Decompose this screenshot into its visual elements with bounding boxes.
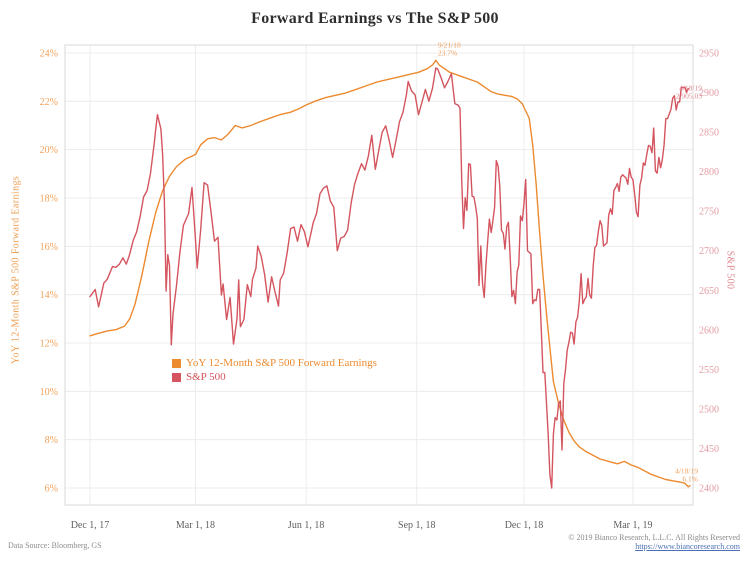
right-tick-label: 2850 bbox=[699, 128, 719, 139]
right-tick-label: 2800 bbox=[699, 167, 719, 178]
left-tick-label: 12% bbox=[40, 339, 58, 350]
copyright-text: © 2019 Bianco Research, L.L.C. All Right… bbox=[568, 533, 740, 542]
x-tick-label: Mar 1, 18 bbox=[176, 520, 215, 531]
chart-title: Forward Earnings vs The S&P 500 bbox=[251, 10, 499, 27]
left-tick-label: 8% bbox=[45, 435, 58, 446]
annotation-text: 4/18/19 bbox=[679, 84, 702, 93]
legend-item-sp500: S&P 500 bbox=[172, 372, 377, 383]
data-source: Data Source: Bloomberg, GS bbox=[8, 541, 102, 550]
legend-label-forward-earnings: YoY 12-Month S&P 500 Forward Earnings bbox=[186, 357, 377, 369]
right-tick-label: 2400 bbox=[699, 484, 719, 495]
annotation-text: 6.1% bbox=[682, 475, 698, 484]
left-tick-label: 22% bbox=[40, 97, 58, 108]
annotation-text: 23.7% bbox=[438, 48, 457, 57]
left-tick-label: 24% bbox=[40, 49, 58, 60]
legend: YoY 12-Month S&P 500 Forward Earnings S&… bbox=[172, 358, 377, 386]
legend-label-sp500: S&P 500 bbox=[186, 371, 226, 383]
legend-swatch-forward-earnings bbox=[172, 359, 181, 368]
left-tick-label: 10% bbox=[40, 387, 58, 398]
right-tick-label: 2550 bbox=[699, 365, 719, 376]
left-tick-label: 14% bbox=[40, 290, 58, 301]
copyright: © 2019 Bianco Research, L.L.C. All Right… bbox=[568, 533, 740, 551]
left-tick-label: 6% bbox=[45, 484, 58, 495]
legend-item-forward-earnings: YoY 12-Month S&P 500 Forward Earnings bbox=[172, 358, 377, 369]
right-tick-label: 2950 bbox=[699, 49, 719, 60]
right-axis-title: S&P 500 bbox=[724, 250, 736, 290]
annotation-text: 9/21/18 bbox=[438, 40, 461, 49]
right-tick-label: 2650 bbox=[699, 286, 719, 297]
x-tick-label: Mar 1, 19 bbox=[613, 520, 652, 531]
x-tick-label: Dec 1, 18 bbox=[505, 520, 544, 531]
right-tick-label: 2500 bbox=[699, 404, 719, 415]
plot-border bbox=[64, 44, 694, 506]
legend-swatch-sp500 bbox=[172, 373, 181, 382]
right-tick-label: 2750 bbox=[699, 207, 719, 218]
series-line-forward-earnings bbox=[89, 59, 691, 488]
website-link[interactable]: https://www.biancoresearch.com bbox=[635, 542, 740, 551]
annotation-text: 2,905.03 bbox=[676, 92, 703, 101]
right-tick-label: 2700 bbox=[699, 246, 719, 257]
right-tick-label: 2900 bbox=[699, 88, 719, 99]
left-tick-label: 16% bbox=[40, 242, 58, 253]
right-tick-label: 2450 bbox=[699, 444, 719, 455]
annotation-text: 4/18/19 bbox=[675, 467, 698, 476]
x-tick-label: Dec 1, 17 bbox=[71, 520, 110, 531]
series-line-sp500 bbox=[89, 67, 689, 489]
left-tick-label: 20% bbox=[40, 145, 58, 156]
x-tick-label: Sep 1, 18 bbox=[398, 520, 436, 531]
x-tick-label: Jun 1, 18 bbox=[288, 520, 324, 531]
right-tick-label: 2600 bbox=[699, 325, 719, 336]
left-axis-title: YoY 12-Month S&P 500 Forward Earnings bbox=[10, 175, 22, 365]
left-tick-label: 18% bbox=[40, 194, 58, 205]
